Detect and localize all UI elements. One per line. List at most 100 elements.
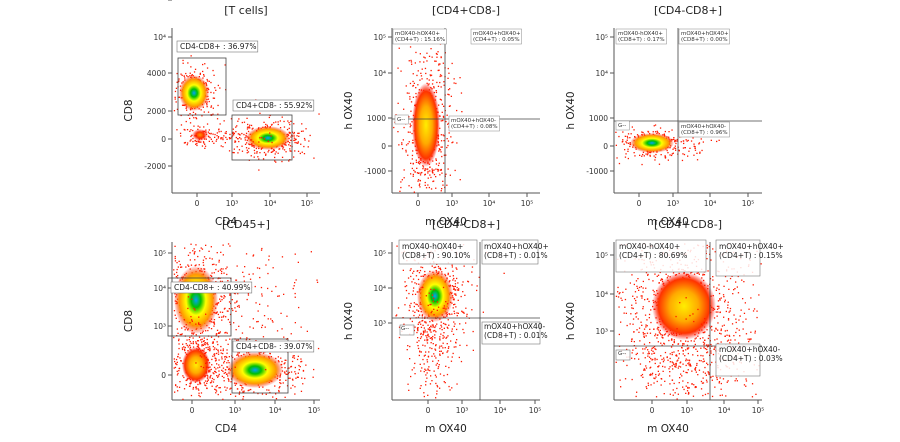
event-point: [744, 302, 746, 304]
y-tick-label: 0: [161, 135, 166, 144]
panel-4: [CD45+]0 10³ 10⁴ 10⁵010³10⁴10⁵CD4CD8CD4-CD8…: [123, 218, 320, 435]
event-point: [217, 349, 219, 351]
event-point: [449, 174, 451, 176]
event-point: [654, 335, 656, 337]
event-point: [290, 333, 292, 335]
event-point: [720, 341, 722, 343]
event-point: [175, 317, 177, 319]
event-point: [232, 356, 234, 359]
event-point: [286, 315, 288, 317]
event-point: [715, 311, 717, 313]
event-point: [621, 141, 623, 143]
event-point: [649, 361, 651, 363]
event-point: [200, 365, 202, 368]
event-point: [708, 344, 710, 346]
event-point: [241, 387, 243, 389]
event-point: [229, 321, 231, 323]
event-point: [265, 123, 267, 126]
event-point: [194, 251, 196, 253]
event-point: [676, 398, 678, 400]
event-point: [212, 113, 214, 115]
event-point: [194, 68, 197, 70]
event-point: [679, 302, 681, 304]
event-point: [258, 267, 261, 270]
event-point: [197, 125, 199, 127]
event-point: [407, 277, 410, 279]
event-point: [452, 285, 454, 288]
event-point: [200, 247, 202, 249]
event-point: [647, 384, 650, 386]
event-point: [478, 276, 480, 278]
event-point: [663, 133, 665, 135]
y-axis-label: CD8: [123, 310, 135, 332]
event-point: [647, 130, 649, 133]
event-point: [654, 333, 657, 335]
event-point: [454, 169, 456, 172]
event-point: [294, 141, 296, 144]
event-point: [221, 375, 223, 377]
event-point: [227, 375, 229, 377]
event-point: [267, 272, 269, 275]
event-point: [669, 361, 671, 363]
event-point: [408, 92, 410, 94]
event-point: [211, 140, 214, 143]
event-point: [430, 312, 432, 314]
event-point: [427, 334, 429, 336]
event-point: [673, 382, 675, 385]
event-point: [222, 254, 224, 256]
event-point: [213, 321, 215, 323]
y-tick-label: -2000: [144, 162, 166, 171]
event-point: [207, 344, 209, 346]
event-point: [429, 166, 431, 168]
event-point: [297, 372, 299, 374]
event-point: [190, 139, 192, 141]
event-point: [685, 360, 687, 362]
event-point: [294, 393, 296, 395]
event-point: [197, 141, 199, 143]
event-point: [653, 328, 655, 330]
gate-label: mOX40+hOX40-: [681, 124, 726, 130]
event-point: [688, 364, 690, 366]
event-point: [655, 348, 657, 351]
event-point: [415, 283, 418, 285]
event-point: [643, 369, 645, 371]
event-point: [719, 311, 721, 314]
event-point: [416, 328, 419, 330]
event-point: [398, 144, 400, 146]
event-point: [418, 354, 420, 357]
event-point: [651, 353, 653, 355]
event-point: [453, 321, 455, 323]
event-point: [703, 322, 705, 324]
event-point: [301, 377, 303, 379]
event-point: [257, 320, 259, 323]
event-point: [267, 287, 269, 290]
event-point: [179, 381, 181, 383]
event-point: [436, 301, 439, 303]
event-point: [462, 281, 464, 283]
event-point: [702, 358, 705, 360]
event-point: [471, 309, 473, 311]
event-point: [697, 308, 699, 311]
event-point: [210, 374, 212, 377]
event-point: [642, 287, 644, 289]
event-point: [217, 270, 219, 272]
event-point: [176, 328, 178, 330]
event-point: [191, 74, 193, 76]
event-point: [673, 138, 675, 141]
event-point: [711, 361, 713, 364]
event-point: [228, 379, 230, 381]
event-point: [440, 168, 442, 171]
event-point: [411, 369, 413, 371]
event-point: [219, 87, 221, 89]
event-point: [268, 356, 270, 358]
event-point: [640, 295, 642, 297]
event-point: [265, 153, 267, 155]
event-point: [299, 366, 301, 368]
event-point: [463, 332, 465, 334]
event-point: [643, 335, 645, 337]
event-point: [708, 245, 710, 248]
density-core: [652, 272, 716, 340]
event-point: [446, 326, 448, 328]
event-point: [195, 388, 197, 390]
event-point: [459, 344, 461, 346]
